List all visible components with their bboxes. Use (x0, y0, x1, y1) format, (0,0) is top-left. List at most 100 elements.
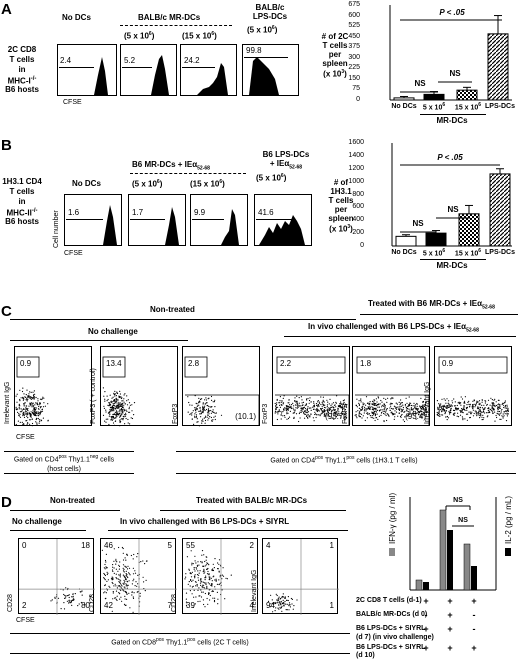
header-b6-lps: B6 LPS-DCs + IEα52-68 (262, 150, 310, 171)
tick-label: 375 (348, 43, 360, 51)
tick-label: 150 (348, 74, 360, 82)
histogram: 5.2 (120, 44, 177, 96)
quadrant-value: 5 (167, 541, 172, 550)
condition-mark: - (472, 624, 476, 634)
dot-plot: 0.9 (14, 346, 92, 427)
category-label: LPS-DCs (485, 249, 515, 256)
panel-a-letter: A (1, 1, 12, 18)
quadrant-value: 55 (186, 541, 195, 550)
header-b6-mr-dcs: B6 MR-DCs + IEα52-68 (132, 160, 210, 172)
header-no-dcs: No DCs (72, 179, 101, 188)
ns-label: NS (458, 517, 468, 524)
dot-plot: 13.4 (100, 346, 178, 427)
tick-label: 0 (356, 96, 360, 103)
tick-label: 400 (352, 216, 364, 224)
quadrant-value: 94 (266, 601, 275, 610)
condition-mark: + (423, 596, 429, 606)
x-axis-label: CFSE (16, 434, 35, 441)
category-label: 15 x 106 (454, 248, 482, 258)
p-value: P < .05 (439, 8, 465, 17)
histogram: 9.9 (190, 194, 248, 246)
tick-label: 225 (348, 64, 360, 72)
header-in-vivo-challenged: In vivo challenged with B6 LPS-DCs + IEα… (308, 322, 479, 334)
quadrant-value: 80 (81, 601, 90, 610)
tick-label: 1600 (348, 139, 364, 146)
tick-label: 675 (348, 1, 360, 8)
dose-label: (5 x 106) (256, 173, 287, 183)
condition-mark: + (447, 610, 453, 620)
tick-label: 1400 (348, 151, 364, 159)
dot-plot: 46 5 42 7 (100, 538, 177, 615)
x-axis-label: CFSE (16, 617, 35, 624)
quadrant-value: 39 (186, 601, 195, 610)
quadrant-value: 1 (329, 601, 334, 610)
header-non-treated: Non-treated (50, 496, 95, 505)
tick-label: 200 (352, 229, 364, 237)
condition-label: B6 LPS-DCs + SIYRL (d 10) (356, 644, 426, 659)
panel-b-letter: B (1, 137, 12, 154)
gate-label: Gated on CD4pos Thy1.1neg cells (host ce… (13, 454, 115, 474)
tick-label: 600 (352, 203, 364, 211)
tick-label: 525 (348, 22, 360, 30)
histogram: 41.6 (254, 194, 312, 246)
quadrant-value: 46 (104, 541, 113, 550)
histogram: 99.8 (242, 44, 299, 96)
header-balbc-mr-dcs: BALB/c MR-DCs (138, 13, 201, 22)
header-no-dcs: No DCs (62, 13, 91, 22)
condition-mark: - (424, 610, 428, 620)
quadrant-value: 0 (22, 541, 27, 550)
condition-mark: + (423, 643, 429, 653)
condition-label: BALB/c MR-DCs (d 0) (356, 611, 428, 618)
tick-label: 600 (348, 11, 360, 19)
condition-mark: + (471, 643, 477, 653)
category-label: No DCs (391, 249, 417, 256)
histogram: 24.2 (180, 44, 237, 96)
x-axis-label: CFSE (63, 99, 82, 106)
dot-plot: 2.2 (93.7) (272, 346, 350, 426)
header-balbc-lps: BALB/c LPS-DCs (252, 3, 288, 21)
gate-label: Gated on CD8pos Thy1.1pos cells (2C T ce… (111, 637, 249, 647)
group-label: MR-DCs (436, 261, 468, 270)
dose-label: (15 x 106) (182, 31, 217, 41)
group-label: MR-DCs (436, 116, 468, 125)
quadrant-value: 4 (266, 541, 271, 550)
dot-plot: 4 1 94 1 (262, 538, 339, 615)
histogram: 1.6 (64, 194, 122, 246)
condition-mark: + (471, 596, 477, 606)
ns-label: NS (453, 497, 463, 504)
condition-mark: + (447, 596, 453, 606)
quadrant-value: 1 (329, 541, 334, 550)
tick-label: 1200 (348, 164, 364, 172)
y-axis-label-il2: IL-2 (pg / mL) (504, 495, 513, 544)
panel-d-letter: D (1, 494, 12, 511)
dot-plot: 0 18 2 80 (18, 538, 95, 615)
condition-label: 2C CD8 T cells (d-1) (356, 597, 422, 604)
condition-mark: - (472, 610, 476, 620)
tick-label: 800 (352, 190, 364, 198)
dose-label: (5 x 106) (124, 31, 155, 41)
ns-label: NS (449, 69, 461, 78)
quadrant-value: 18 (81, 541, 90, 550)
header-non-treated: Non-treated (150, 305, 195, 314)
category-label: No DCs (391, 103, 417, 110)
ns-label: NS (447, 205, 459, 214)
ns-label: NS (414, 79, 426, 88)
dot-plot: 0.9 (434, 346, 512, 426)
dot-plot: 1.8 (93.4) (352, 346, 430, 426)
header-treated: Treated with BALB/c MR-DCs (196, 496, 308, 505)
header-no-challenge: No challenge (12, 517, 62, 526)
ns-label: NS (412, 219, 424, 228)
tick-label: 75 (352, 85, 360, 93)
tick-label: 0 (360, 242, 364, 249)
quadrant-value: 42 (104, 601, 113, 610)
condition-mark: + (423, 624, 429, 634)
quadrant-value: 2 (22, 601, 27, 610)
header-no-challenge: No challenge (88, 327, 138, 336)
condition-mark: + (447, 643, 453, 653)
condition-label: B6 LPS-DCs + SIYRL (d 7) (in vivo challen… (356, 625, 434, 641)
p-value: P < .05 (437, 153, 463, 162)
gate-label: Gated on CD4pos Thy1.1pos cells (1H3.1 T… (270, 455, 418, 465)
x-axis-label: CFSE (64, 250, 83, 257)
tick-label: 450 (348, 32, 360, 40)
category-label: 5 x 106 (422, 248, 446, 258)
